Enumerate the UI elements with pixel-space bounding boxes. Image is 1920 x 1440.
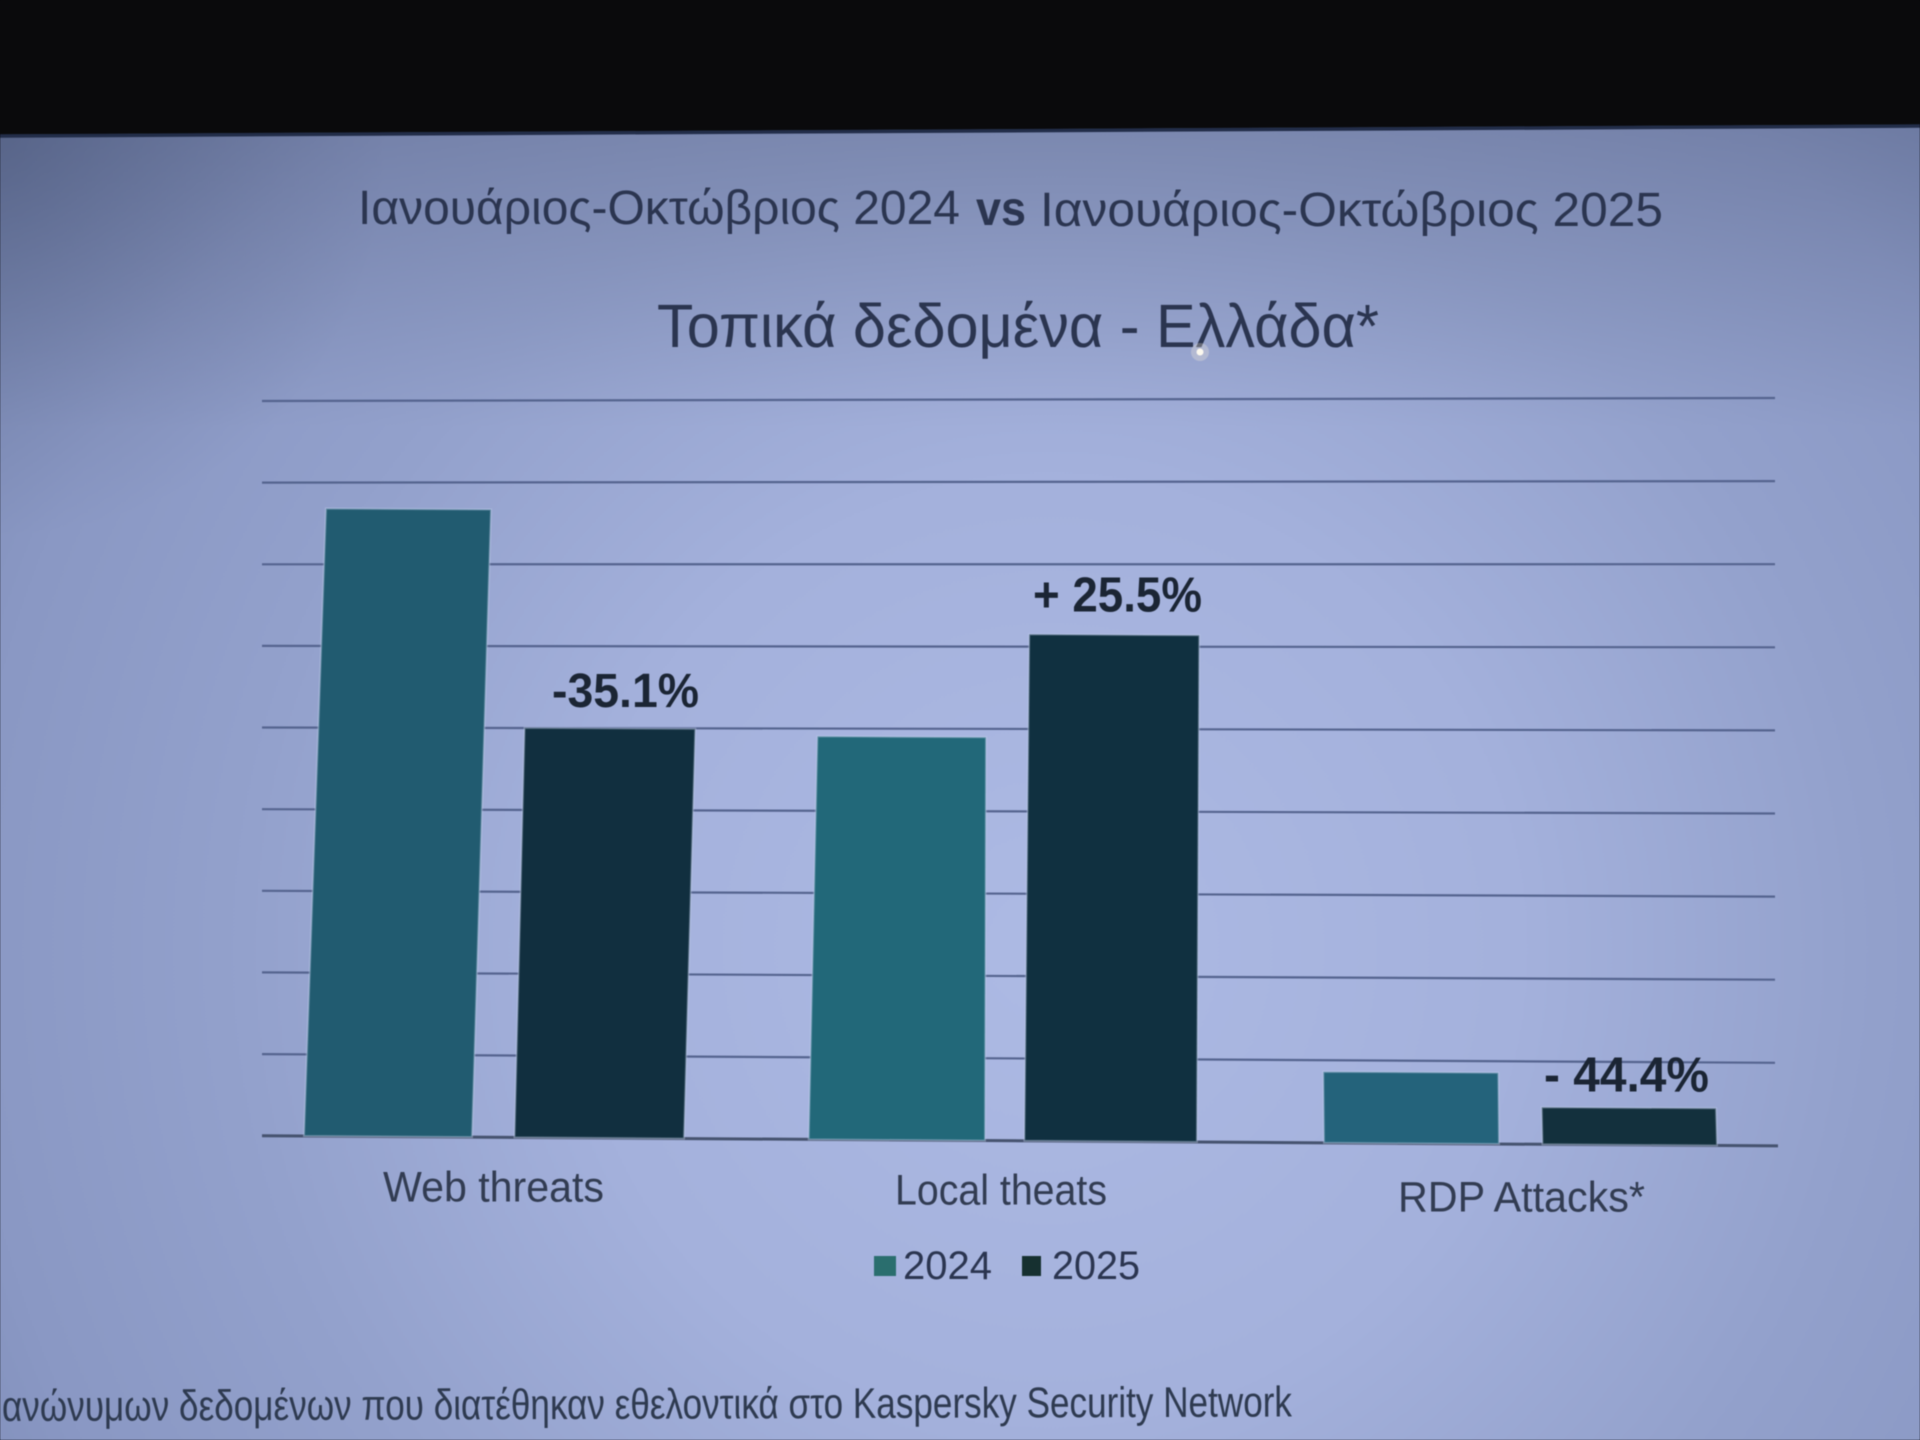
svg-text:vs: vs <box>976 183 1026 236</box>
svg-text:ανώνυμων δεδομένων που διατέθη: ανώνυμων δεδομένων που διατέθηκαν εθελον… <box>2 1378 1293 1431</box>
svg-text:Web threats: Web threats <box>383 1164 604 1212</box>
svg-text:Τοπικά δεδομένα - Ελλάδα*: Τοπικά δεδομένα - Ελλάδα* <box>657 292 1379 360</box>
svg-text:+ 25.5%: + 25.5% <box>1033 569 1202 623</box>
svg-text:Ιανουάριος-Οκτώβριος 2025: Ιανουάριος-Οκτώβριος 2025 <box>1040 184 1663 237</box>
svg-text:2024: 2024 <box>903 1244 992 1288</box>
svg-text:- 44.4%: - 44.4% <box>1544 1049 1709 1103</box>
svg-text:Local theats: Local theats <box>895 1167 1107 1215</box>
svg-text:-35.1%: -35.1% <box>552 665 699 718</box>
svg-text:2025: 2025 <box>1052 1244 1140 1288</box>
svg-text:Ιανουάριος-Οκτώβριος 2024: Ιανουάριος-Οκτώβριος 2024 <box>358 182 960 235</box>
svg-text:RDP Attacks*: RDP Attacks* <box>1398 1174 1645 1222</box>
